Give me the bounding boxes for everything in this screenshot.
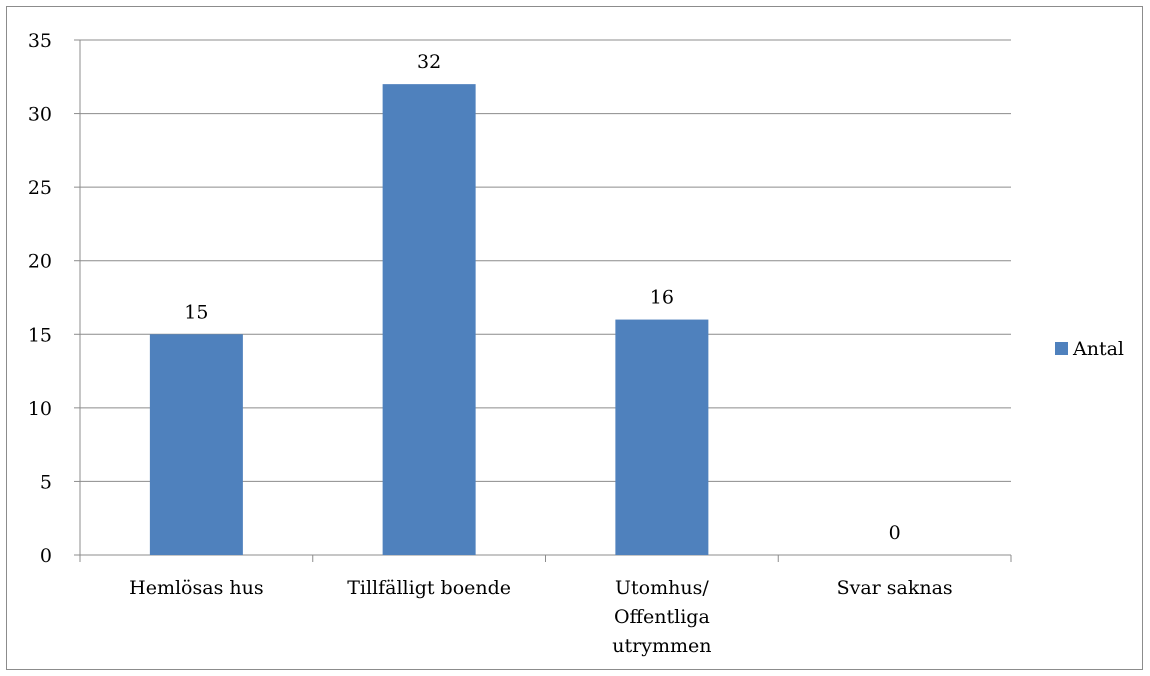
data-label-1: 32	[417, 51, 441, 73]
x-category-label-1-line-0: Tillfälligt boende	[347, 577, 511, 599]
y-tick-label-20: 20	[28, 251, 52, 273]
bar-1	[382, 84, 476, 556]
x-category-label-0-line-0: Hemlösas hus	[129, 577, 263, 599]
bar-0	[149, 334, 243, 555]
y-tick-label-35: 35	[28, 30, 52, 52]
x-category-label-2-line-2: utrymmen	[612, 635, 711, 657]
legend-swatch-antal	[1055, 342, 1068, 355]
bar-2	[615, 319, 709, 555]
y-tick-label-0: 0	[40, 545, 52, 567]
y-tick-label-5: 5	[40, 471, 52, 493]
data-label-0: 15	[184, 301, 208, 323]
legend: Antal	[1055, 338, 1124, 360]
y-tick-label-25: 25	[28, 177, 52, 199]
legend-label-antal: Antal	[1072, 338, 1124, 360]
x-category-label-2-line-1: Offentliga	[614, 606, 710, 628]
y-tick-label-15: 15	[28, 324, 52, 346]
y-tick-label-30: 30	[28, 104, 52, 126]
labels: 0 5 10 15 20 25 30 35 15 Hemlösas hus 32 Tillfällig…	[28, 30, 953, 657]
x-category-label-2-line-0: Utomhus/	[615, 577, 709, 599]
data-label-3: 0	[889, 522, 901, 544]
bars	[149, 84, 709, 556]
data-label-2: 16	[650, 287, 674, 309]
x-category-label-3-line-0: Svar saknas	[837, 577, 953, 599]
y-tick-label-10: 10	[28, 398, 52, 420]
